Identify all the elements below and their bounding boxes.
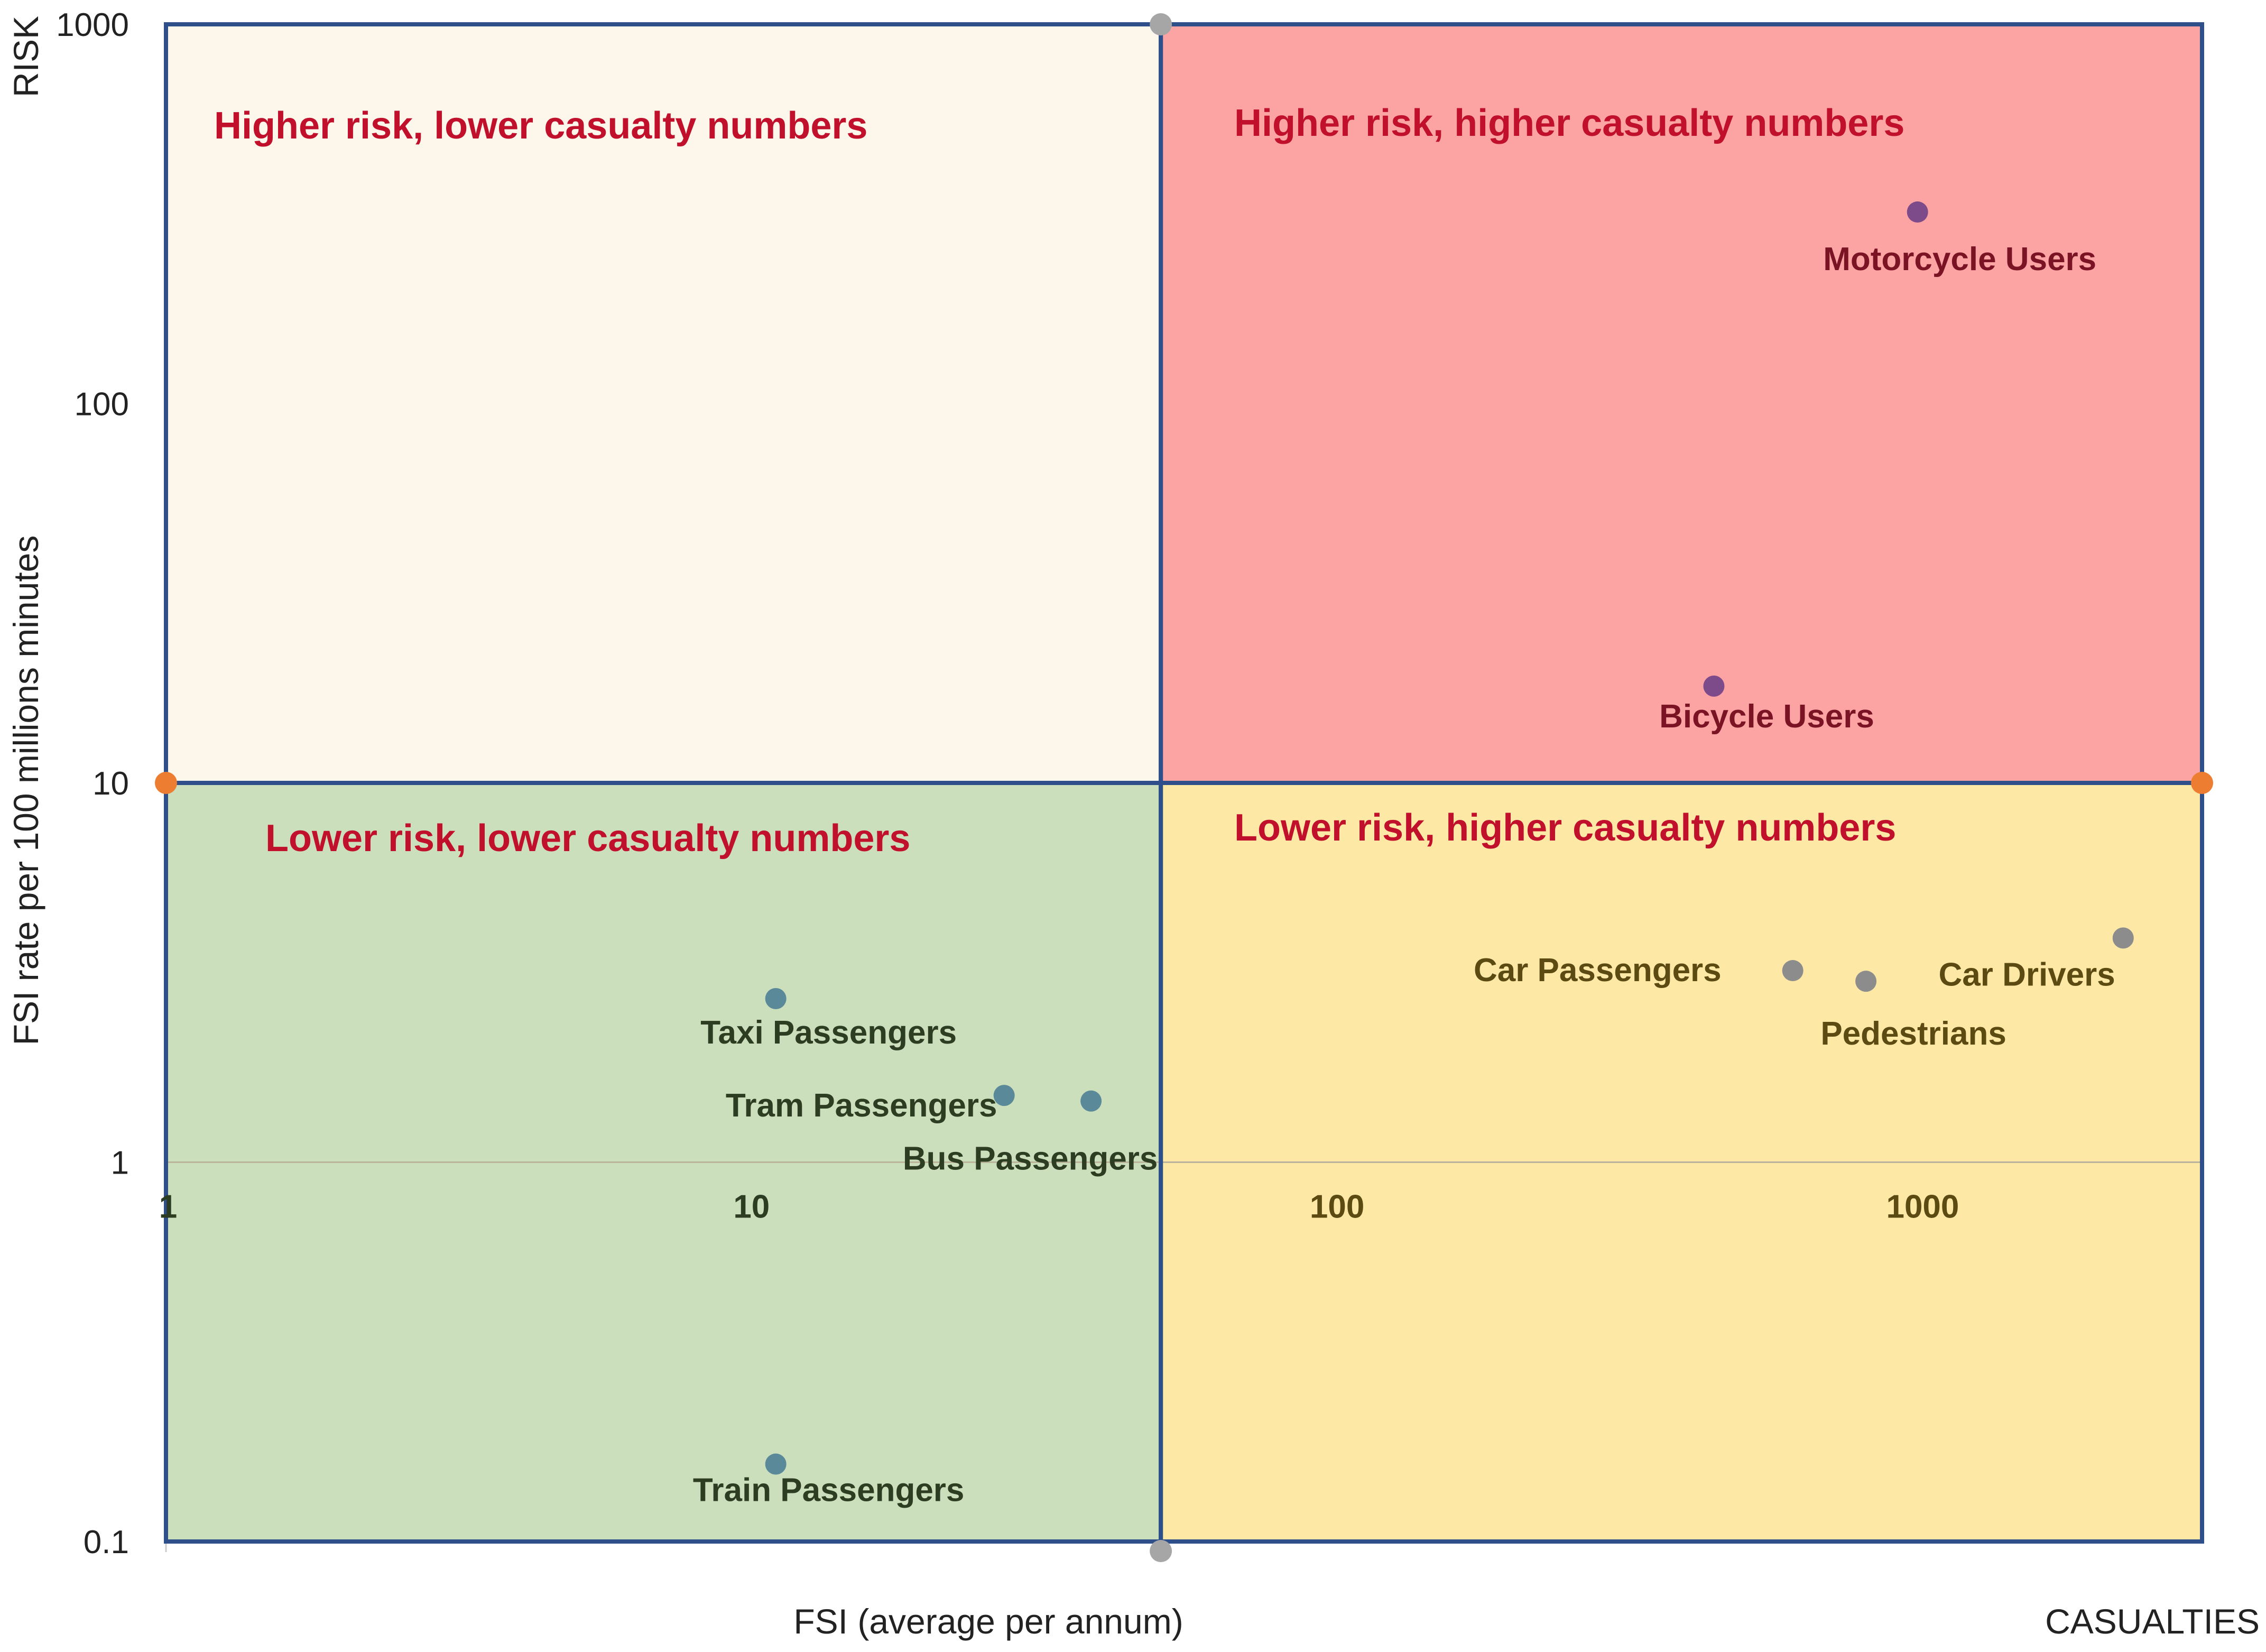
- data-point-label: Car Drivers: [1938, 956, 2115, 993]
- data-point: [765, 987, 787, 1009]
- data-point: [765, 1453, 787, 1475]
- data-point: [993, 1085, 1015, 1106]
- quadrant-label-bottom-right: Lower risk, higher casualty numbers: [1234, 807, 1896, 849]
- quadrant-top-right: [1161, 24, 2202, 783]
- y-tick-label: 10: [93, 765, 129, 802]
- data-point-labels: Motorcycle Users Bicycle Users Car Passeng…: [693, 241, 2115, 1508]
- x-tick-label: 10: [733, 1189, 770, 1225]
- data-point-label: Bus Passengers: [903, 1141, 1158, 1177]
- data-point: [1907, 201, 1928, 223]
- x-tick-label: 1: [159, 1189, 177, 1225]
- y-tick-label: 100: [75, 386, 129, 423]
- quadrant-label-top-left: Higher risk, lower casualty numbers: [214, 105, 867, 147]
- x-tick-label: 100: [1310, 1189, 1364, 1225]
- data-point: [1782, 960, 1803, 982]
- data-point-label: Bicycle Users: [1659, 698, 1874, 735]
- x-tick-label: 1000: [1886, 1189, 1959, 1225]
- y-tick-label: 1: [111, 1145, 129, 1182]
- quadrant-frame-bottom-right: [1159, 781, 2205, 1544]
- data-point: [1855, 971, 1877, 992]
- data-point: [1703, 675, 1725, 697]
- data-point-label: Pedestrians: [1820, 1016, 2006, 1052]
- divider-dot-right: [2191, 772, 2213, 794]
- data-point-label: Train Passengers: [693, 1472, 965, 1509]
- data-point-label: Motorcycle Users: [1823, 241, 2096, 278]
- data-point-label: Tram Passengers: [726, 1087, 997, 1124]
- data-point-label: Taxi Passengers: [700, 1014, 957, 1051]
- divider-dot-top: [1150, 13, 1172, 35]
- data-point: [2112, 927, 2134, 949]
- quadrant-label-top-right: Higher risk, higher casualty numbers: [1234, 102, 1904, 144]
- y-tick-label: 1000: [56, 7, 129, 43]
- x-axis-title: FSI (average per annum): [793, 1602, 1183, 1641]
- y-axis-corner-title: RISK: [6, 16, 45, 97]
- data-points: [765, 201, 2134, 1475]
- divider-dot-bottom: [1150, 1540, 1172, 1562]
- y-tick-label: 0.1: [84, 1524, 129, 1561]
- x-axis-corner-title: CASUALTIES: [2045, 1602, 2260, 1641]
- y-axis-title: FSI rate per 100 millions minutes: [6, 536, 45, 1046]
- quadrant-label-bottom-left: Lower risk, lower casualty numbers: [265, 817, 910, 860]
- data-point-label: Car Passengers: [1474, 952, 1722, 989]
- quadrant-top-left: [166, 24, 1161, 783]
- divider-dot-left: [155, 772, 177, 794]
- data-point: [1080, 1090, 1102, 1112]
